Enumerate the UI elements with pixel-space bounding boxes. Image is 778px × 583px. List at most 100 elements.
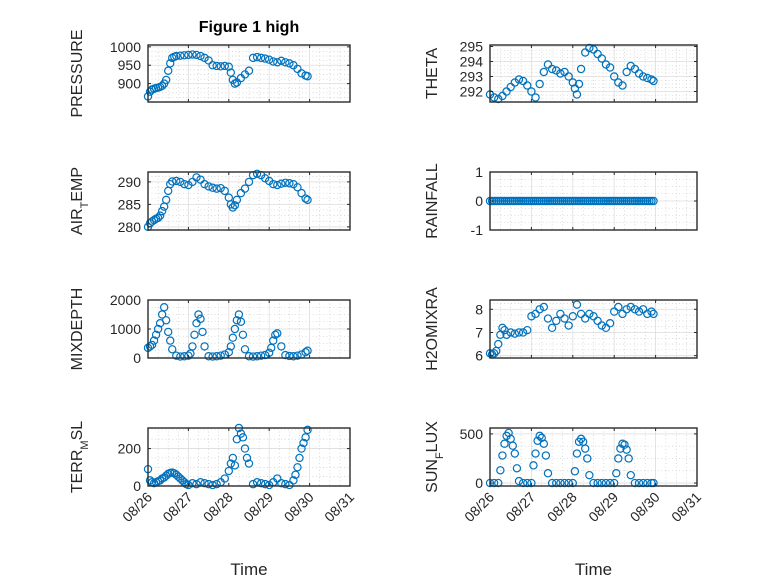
data-point [498,323,507,333]
data-point [610,72,619,81]
data-point [502,330,511,339]
data-point [285,351,294,361]
data-point [583,454,592,463]
data-point [157,206,167,216]
data-point [535,305,544,314]
y-tick-label: 0 [475,193,483,209]
data-point [572,90,582,99]
data-point [244,459,254,468]
data-point [523,81,532,90]
data-point [498,451,507,460]
y-axis-label: AIRTEMP [69,167,91,235]
data-point [572,449,582,458]
data-point [585,309,594,319]
data-point [216,62,225,71]
data-point [208,480,217,490]
data-point [212,479,221,489]
data-point [649,478,658,488]
data-point [547,478,557,488]
data-point [622,305,631,314]
data-point [184,50,193,60]
data-point [224,62,233,71]
data-point [172,351,181,360]
axes-frame [489,427,698,487]
data-point [535,79,544,89]
data-point [543,469,553,478]
data-point [647,75,656,84]
data-point [289,352,298,361]
axes-frame [489,44,698,103]
data-point [518,328,528,337]
data-point [190,330,199,339]
axes-frame [147,427,351,487]
data-point [624,454,633,463]
data-point [238,433,248,442]
data-point [291,470,300,479]
data-point [568,78,578,87]
data-point [212,61,221,71]
data-point [301,194,310,203]
y-tick-label: 2000 [110,292,141,308]
data-point [301,433,310,442]
data-point [552,478,561,488]
data-point [155,211,165,220]
data-point [230,324,240,334]
data-point [277,56,286,66]
data-point [230,201,240,210]
data-point [196,314,205,324]
data-point [153,324,163,334]
data-point [180,51,189,60]
y-tick-label: -1 [471,222,484,238]
subplot-pressure: 900 950 1000 PRESSURE Figure 1 high [69,19,351,118]
y-tick-label: 950 [118,57,142,73]
data-point [289,476,298,485]
data-point [200,179,209,189]
data-point [228,333,238,342]
y-tick-label: 500 [460,426,484,442]
data-point [574,79,584,89]
data-point [564,72,573,81]
data-point [620,440,629,449]
y-axis-label: PRESSURE [69,29,86,117]
data-point [242,453,252,463]
axes-frame [147,44,351,103]
data-point [212,352,221,361]
data-point [256,53,266,63]
data-point [570,467,580,476]
data-point [285,59,294,68]
data-point [537,433,546,443]
data-point [161,316,171,325]
data-point [570,84,580,93]
data-point [626,470,635,480]
data-point [228,203,238,212]
data-point [535,431,544,441]
data-point [236,317,246,326]
data-point [610,478,619,488]
x-tick-label: 08/29 [585,489,621,525]
data-point [281,479,290,489]
data-point [269,179,278,189]
data-point [622,445,631,454]
data-point [581,314,590,323]
subplot-mixdepth: 0 1000 2000 MIXDEPTH [69,288,351,370]
data-point [273,180,282,190]
y-tick-label: 280 [118,219,142,235]
data-point [560,67,569,77]
data-point [539,439,549,448]
data-point [560,478,569,488]
data-point [161,75,171,85]
data-point [208,183,217,192]
data-point [303,425,312,435]
data-point [220,474,229,483]
data-point [634,307,644,316]
data-point [277,179,286,188]
data-point [281,58,290,67]
data-point [256,478,266,488]
data-point [601,323,611,333]
y-tick-label: 7 [475,324,483,340]
data-point [597,321,606,330]
y-tick-label: 200 [118,441,142,457]
data-point [295,453,304,463]
x-tick-label: 08/29 [240,489,276,525]
